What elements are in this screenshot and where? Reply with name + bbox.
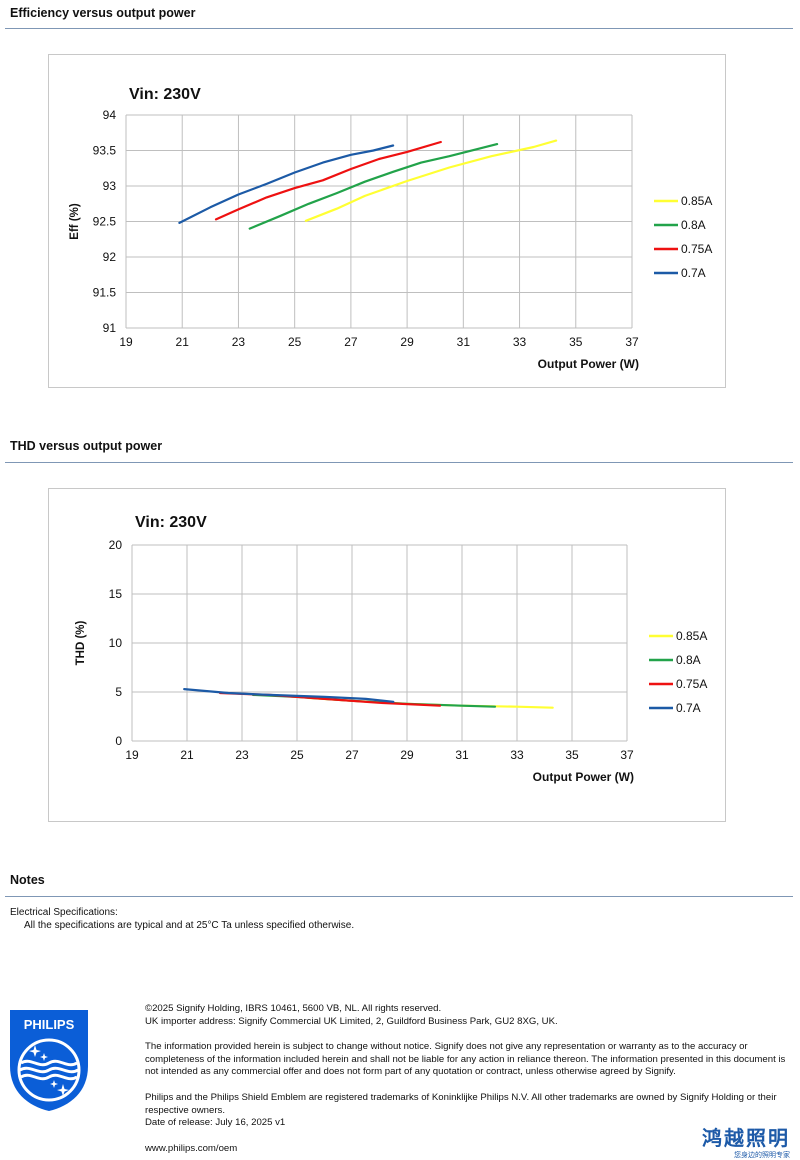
y-tick-label: 0 <box>115 734 122 748</box>
efficiency-section-title: Efficiency versus output power <box>10 6 196 20</box>
y-axis-label: THD (%) <box>75 620 87 665</box>
cn-watermark-logo: 鸿越照明 您身边的照明专家 <box>702 1122 790 1160</box>
x-tick-label: 21 <box>180 748 194 762</box>
series-line-0.75A <box>214 140 442 221</box>
y-tick-label: 91 <box>103 321 117 335</box>
cn-logo-text: 鸿越照明 <box>702 1126 790 1150</box>
footer-legal: ©2025 Signify Holding, IBRS 10461, 5600 … <box>145 1003 790 1155</box>
x-tick-label: 37 <box>625 335 639 349</box>
legend-label: 0.85A <box>676 629 707 643</box>
notes-section-title: Notes <box>10 873 45 887</box>
footer-trademarks: Philips and the Philips Shield Emblem ar… <box>145 1091 777 1116</box>
y-tick-label: 20 <box>109 538 123 552</box>
section-divider <box>5 896 793 897</box>
y-tick-label: 15 <box>109 587 123 601</box>
x-tick-label: 31 <box>457 335 471 349</box>
y-tick-label: 5 <box>115 685 122 699</box>
efficiency-chart: Vin: 230V 19 21 23 25 27 29 31 33 35 37 91 91.5 92 92.… <box>48 54 726 388</box>
x-tick-label: 31 <box>455 748 469 762</box>
x-axis-label: Output Power (W) <box>538 357 639 371</box>
x-tick-label: 23 <box>232 335 246 349</box>
svg-text:PHILIPS: PHILIPS <box>24 1017 75 1032</box>
series-line-0.8A <box>248 143 499 230</box>
y-tick-label: 91.5 <box>93 286 117 300</box>
y-tick-label: 92.5 <box>93 215 117 229</box>
x-tick-label: 29 <box>400 748 414 762</box>
series-line-0.7A <box>183 688 395 703</box>
legend-label: 0.8A <box>676 653 701 667</box>
series-line-0.7A <box>178 144 395 224</box>
legend-label: 0.75A <box>681 242 712 256</box>
legend-label: 0.85A <box>681 194 712 208</box>
y-tick-label: 94 <box>103 108 117 122</box>
chart-title: Vin: 230V <box>135 514 207 531</box>
y-tick-label: 92 <box>103 250 117 264</box>
thd-chart-svg: Vin: 230V 19 21 23 25 27 29 31 33 35 37 0 5 10 15 20 Out… <box>75 514 707 784</box>
legend-label: 0.8A <box>681 218 706 232</box>
footer-website-link[interactable]: www.philips.com/oem <box>145 1142 238 1154</box>
x-tick-label: 37 <box>620 748 634 762</box>
x-tick-label: 27 <box>344 335 358 349</box>
x-tick-label: 21 <box>176 335 190 349</box>
notes-line: All the specifications are typical and a… <box>24 920 355 931</box>
x-tick-label: 33 <box>510 748 524 762</box>
x-tick-label: 33 <box>513 335 527 349</box>
philips-logo: PHILIPS <box>8 1008 90 1117</box>
footer-copyright: ©2025 Signify Holding, IBRS 10461, 5600 … <box>145 1003 442 1014</box>
y-axis-label: Eff (%) <box>69 203 81 240</box>
legend-label: 0.7A <box>681 266 706 280</box>
x-tick-label: 35 <box>565 748 579 762</box>
x-tick-label: 19 <box>125 748 139 762</box>
legend-label: 0.75A <box>676 677 707 691</box>
efficiency-chart-svg: Vin: 230V 19 21 23 25 27 29 31 33 35 37 91 91.5 92 92.… <box>69 86 712 371</box>
x-tick-label: 25 <box>290 748 304 762</box>
y-tick-label: 10 <box>109 636 123 650</box>
notes-heading: Electrical Specifications: <box>10 907 118 918</box>
x-tick-label: 23 <box>235 748 249 762</box>
legend-label: 0.7A <box>676 701 701 715</box>
series-line-0.85A <box>304 139 558 222</box>
thd-section-title: THD versus output power <box>10 439 163 453</box>
x-axis-label: Output Power (W) <box>533 770 634 784</box>
footer-importer: UK importer address: Signify Commercial … <box>145 1015 558 1027</box>
section-divider <box>5 28 793 29</box>
y-tick-label: 93.5 <box>93 144 117 158</box>
section-divider <box>5 462 793 463</box>
y-tick-label: 93 <box>103 179 117 193</box>
chart-title: Vin: 230V <box>129 86 201 103</box>
x-tick-label: 29 <box>400 335 414 349</box>
x-tick-label: 25 <box>288 335 302 349</box>
footer-release-date: Date of release: July 16, 2025 v1 <box>145 1117 286 1129</box>
x-tick-label: 19 <box>119 335 133 349</box>
footer-disclaimer: The information provided herein is subje… <box>145 1041 786 1078</box>
x-tick-label: 27 <box>345 748 359 762</box>
x-tick-label: 35 <box>569 335 583 349</box>
thd-chart: Vin: 230V 19 21 23 25 27 29 31 33 35 37 0 5 10 15 20 Out… <box>48 488 726 822</box>
cn-logo-tagline: 您身边的照明专家 <box>734 1151 790 1159</box>
